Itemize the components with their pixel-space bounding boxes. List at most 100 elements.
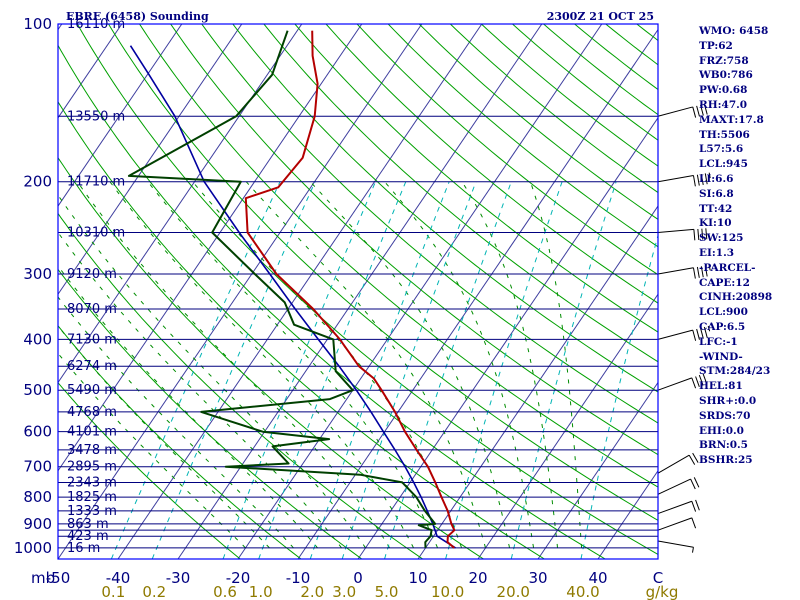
index-item: -PARCEL- [699, 261, 756, 274]
dry-adiabat [58, 156, 484, 559]
wind-barb-flag [691, 501, 697, 512]
wind-barb-flag [696, 266, 700, 278]
isotherm [58, 24, 123, 119]
dry-adiabat [58, 212, 423, 559]
mixing-ratio-line [222, 181, 376, 559]
wind-barb [657, 264, 711, 279]
isotherm [58, 24, 183, 207]
index-item: MAXT:17.8 [699, 113, 764, 126]
wind-barb-flag [688, 454, 696, 465]
pressure-label: 1000 [14, 539, 52, 557]
mixing-ratio-label: 20.0 [497, 583, 530, 600]
wind-barb-flag [698, 374, 704, 386]
height-label: 13550 m [67, 109, 125, 124]
index-item: HEL:81 [699, 380, 743, 393]
mixing-ratio-label: 2.0 [300, 583, 324, 600]
wind-barb [657, 373, 708, 391]
index-item: SHR+:0.0 [699, 394, 757, 407]
wind-barb [657, 477, 700, 495]
mixing-ratio-line [258, 181, 407, 559]
height-label: 10310 m [67, 225, 125, 240]
index-item: STM:284/23 [699, 365, 771, 378]
moist-adiabat [58, 296, 294, 549]
index-item: EHI:0.0 [699, 424, 744, 437]
dry-adiabat [58, 44, 606, 559]
sounding-time: 2300Z 21 OCT 25 [547, 10, 654, 23]
mixing-ratio-line [510, 181, 617, 559]
plot-frame [57, 23, 659, 560]
index-item: RH:47.0 [699, 98, 748, 111]
wind-barb [657, 103, 708, 118]
wind-barb-flag [696, 174, 700, 186]
moist-adiabat [147, 181, 438, 549]
height-label: 8070 m [67, 302, 117, 317]
dry-adiabat [139, 24, 658, 488]
temperature-label: -50 [46, 569, 71, 587]
isotherm [417, 205, 658, 559]
index-item: TT:42 [699, 202, 733, 215]
height-label: 423 m [67, 529, 109, 544]
temperature-label: 40 [588, 569, 607, 587]
wind-barb-flag [703, 326, 708, 338]
index-item: LFC:-1 [699, 335, 738, 348]
height-label: 16 m [67, 541, 100, 556]
dry-adiabat [325, 24, 658, 304]
dry-adiabat [76, 24, 658, 555]
isotherm [117, 24, 483, 559]
index-item: -WIND- [699, 350, 743, 363]
index-item: SI:6.8 [699, 187, 734, 200]
height-label: 16110 m [67, 17, 125, 32]
index-item: LI:6.6 [699, 172, 734, 185]
wind-barb [657, 172, 711, 187]
wind-barb-flag [703, 103, 708, 115]
pressure-label: 700 [23, 458, 52, 476]
wind-barb-flag [691, 377, 697, 389]
dry-adiabat [263, 24, 658, 363]
height-label: 5490 m [67, 383, 117, 398]
temperature-label: 10 [408, 569, 427, 587]
wind-barb-flag [701, 228, 704, 240]
moist-adiabat [192, 181, 462, 549]
wind-barb-flag [700, 266, 704, 278]
indices-panel: WMO: 6458 TP:62 FRZ:758 WB0:786 PW:0.68 RH:47… [699, 24, 772, 468]
wind-barb-flag [696, 328, 700, 340]
parcel-trace [129, 45, 456, 549]
wind-barb-flag [704, 265, 708, 277]
wind-barb-half [708, 264, 711, 271]
dry-adiabat [294, 24, 658, 333]
wind-barb-flag [692, 175, 696, 187]
wind-barb-staff [657, 228, 694, 233]
unit-mb-label: mb [31, 569, 55, 587]
height-label: 2895 m [67, 460, 117, 475]
isotherm [58, 24, 243, 296]
dry-adiabat [58, 381, 241, 559]
height-label: 1333 m [67, 504, 117, 519]
temperature-trace [244, 30, 456, 549]
isotherm [177, 24, 543, 559]
index-item: KI:10 [699, 217, 732, 230]
dry-adiabat [481, 24, 658, 167]
wind-barb-flag [702, 373, 708, 385]
index-item: L57:5.6 [699, 143, 744, 156]
isotherm [357, 116, 658, 559]
index-item: CAPE:12 [699, 276, 750, 289]
index-item: WMO: 6458 [699, 25, 769, 37]
wind-barb-half [707, 325, 711, 332]
index-item: CINH:20898 [699, 291, 773, 304]
height-label: 11710 m [67, 175, 125, 190]
wind-barb-flag [695, 376, 700, 388]
temperature-label: -10 [286, 569, 311, 587]
wind-barb-half [692, 547, 694, 553]
mixing-ratio-label: 40.0 [566, 583, 599, 600]
moist-adiabat [58, 265, 318, 549]
moist-adiabat [76, 181, 390, 549]
pressure-label: 100 [23, 15, 52, 33]
dry-adiabat [201, 24, 658, 424]
temperature-label: -30 [166, 569, 191, 587]
pressure-label: 600 [23, 423, 52, 441]
wind-barb-staff [657, 267, 694, 275]
wind-barb [657, 517, 697, 531]
isotherm [477, 293, 658, 559]
index-item: BSHR:25 [699, 454, 753, 467]
mixing-ratio-label: 3.0 [332, 583, 356, 600]
